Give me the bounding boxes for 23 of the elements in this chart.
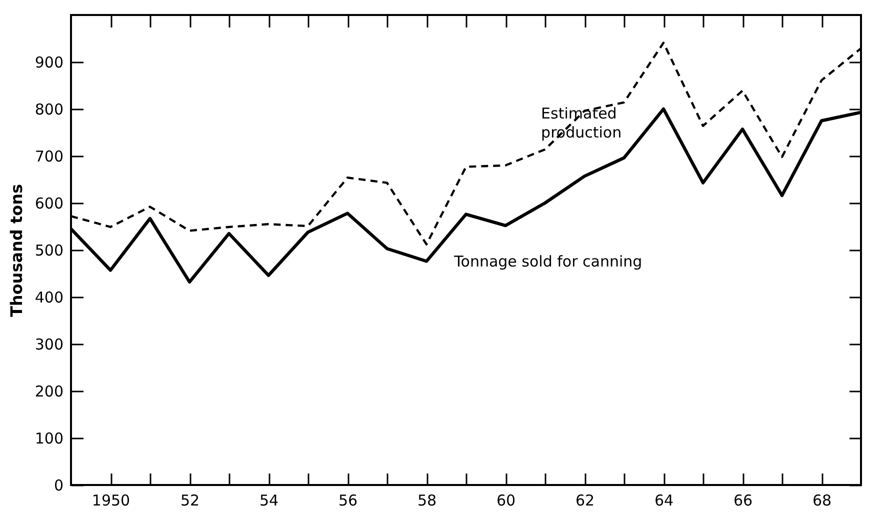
x-tick-label: 68: [812, 492, 832, 510]
y-axis-title: Thousand tons: [6, 184, 26, 317]
y-tick-label: 100: [34, 430, 64, 448]
x-tick-label: 54: [259, 492, 279, 510]
x-tick-label: 66: [733, 492, 753, 510]
x-tick-label: 56: [338, 492, 358, 510]
y-tick-label: 600: [34, 194, 64, 212]
x-tick-label: 58: [417, 492, 437, 510]
y-tick-label: 200: [34, 382, 64, 400]
y-tick-label: 500: [34, 242, 64, 260]
y-tick-label: 400: [34, 288, 64, 306]
x-tick-label: 1950: [92, 492, 130, 510]
y-tick-label: 900: [34, 54, 64, 72]
x-tick-label: 52: [180, 492, 200, 510]
y-tick-label: 0: [54, 476, 64, 494]
y-tick-label: 800: [34, 100, 64, 118]
y-tick-label: 700: [34, 148, 64, 166]
x-tick-label: 60: [496, 492, 516, 510]
x-tick-label: 62: [575, 492, 595, 510]
series-label: Tonnage sold for canning: [453, 252, 642, 270]
y-tick-label: 300: [34, 336, 64, 354]
series-label: Estimated production: [541, 104, 622, 142]
x-tick-label: 64: [654, 492, 674, 510]
